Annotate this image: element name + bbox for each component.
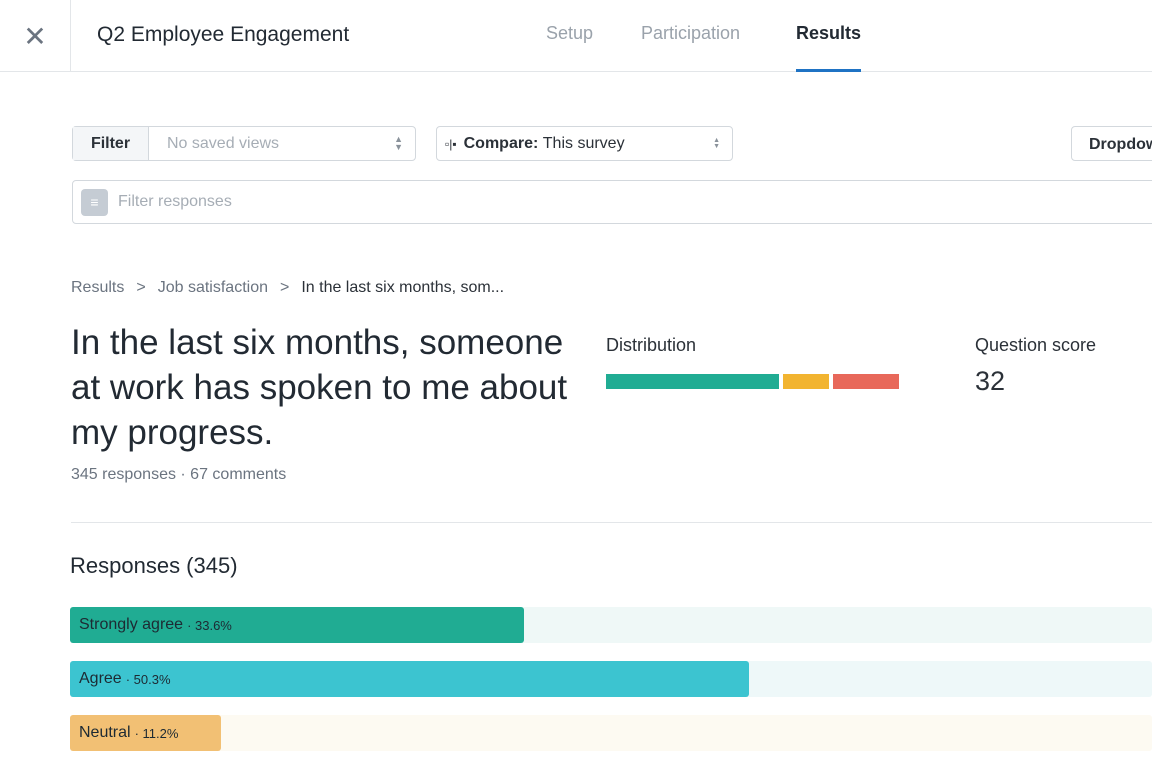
filter-responses-placeholder: Filter responses	[118, 193, 232, 210]
response-label: Agree	[79, 670, 122, 687]
tab-participation[interactable]: Participation	[641, 23, 741, 43]
response-label: Neutral	[79, 724, 131, 741]
page-title: Q2 Employee Engagement	[97, 23, 350, 46]
compare-icon: ▫|▪	[445, 136, 457, 151]
tab-results[interactable]: Results	[796, 23, 862, 43]
filter-button[interactable]: Filter	[73, 127, 149, 160]
filter-views-group: Filter No saved views ▲ ▼	[72, 126, 416, 161]
distribution-segment	[832, 374, 900, 389]
dropdown-button[interactable]: Dropdown	[1071, 126, 1152, 161]
chevron-right-icon: >	[279, 279, 290, 296]
response-row[interactable]: Agree · 50.3%	[70, 661, 1152, 697]
distribution-segment	[606, 374, 779, 389]
responses-heading: Responses (345)	[70, 553, 238, 578]
response-bar: Agree · 50.3%	[70, 661, 750, 697]
distribution-segment	[782, 374, 829, 389]
response-label: Strongly agree	[79, 616, 184, 633]
response-bar: Neutral · 11.2%	[70, 715, 222, 751]
select-arrows-icon: ▲ ▼	[394, 134, 403, 152]
filter-icon: ≡	[81, 188, 108, 216]
response-row[interactable]: Neutral · 11.2%	[70, 715, 1152, 751]
saved-views-placeholder: No saved views	[167, 134, 280, 152]
select-arrows-icon: ▲ ▼	[713, 137, 720, 150]
question-score-value: 32	[975, 366, 1006, 396]
compare-value: This survey	[542, 134, 625, 152]
question-meta: 345 responses · 67 comments	[71, 466, 287, 483]
filter-responses-input[interactable]: ≡ Filter responses	[72, 180, 1152, 224]
active-tab-indicator	[796, 69, 861, 72]
question-score-label: Question score	[975, 335, 1097, 355]
breadcrumb-current: In the last six months, som...	[301, 279, 505, 296]
response-percent: · 11.2%	[134, 725, 179, 741]
top-bar: ✕ Q2 Employee Engagement Setup Participa…	[0, 0, 1152, 72]
response-percent: · 50.3%	[125, 671, 171, 687]
close-icon[interactable]: ✕	[0, 0, 71, 72]
divider	[71, 522, 1152, 523]
distribution-label: Distribution	[606, 335, 697, 355]
response-bar: Strongly agree · 33.6%	[70, 607, 524, 643]
breadcrumb-results[interactable]: Results	[71, 279, 125, 296]
tab-setup[interactable]: Setup	[546, 23, 594, 43]
response-row[interactable]: Strongly agree · 33.6%	[70, 607, 1152, 643]
chevron-right-icon: >	[136, 279, 146, 296]
response-percent: · 33.6%	[187, 617, 232, 633]
saved-views-select[interactable]: No saved views ▲ ▼	[149, 127, 415, 160]
distribution-bar	[606, 374, 902, 389]
breadcrumb: Results > Job satisfaction > In the last s…	[71, 279, 504, 297]
question-title: In the last six months, someone at work …	[71, 323, 568, 452]
compare-select[interactable]: ▫|▪ Compare: This survey ▲ ▼	[436, 126, 733, 161]
breadcrumb-job-satisfaction[interactable]: Job satisfaction	[157, 279, 268, 296]
compare-prefix: Compare:	[463, 134, 539, 152]
